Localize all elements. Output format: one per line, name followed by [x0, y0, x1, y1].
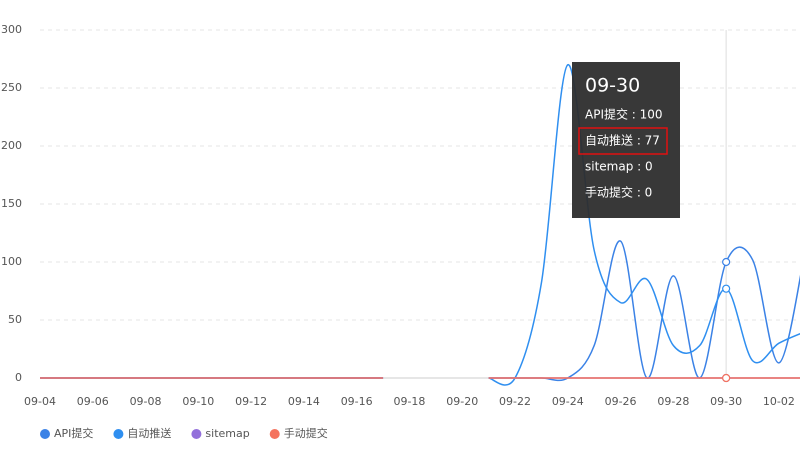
tooltip-title: 09-30: [585, 75, 640, 97]
x-tick-label: 10-02: [763, 395, 795, 408]
x-tick-label: 09-28: [657, 395, 689, 408]
x-tick-label: 09-10: [182, 395, 214, 408]
x-tick-label: 09-04: [24, 395, 56, 408]
tooltip: 09-30 API提交 : 100 自动推送 : 77 sitemap : 0 手动提交…: [572, 62, 680, 218]
tooltip-row: 手动提交 : 0: [585, 185, 652, 200]
legend-marker: [113, 429, 124, 439]
x-tick-label: 09-26: [605, 395, 637, 408]
x-tick-label: 09-18: [393, 395, 425, 408]
tooltip-box: [572, 62, 680, 218]
y-tick-label: 0: [15, 371, 22, 384]
y-tick-label: 50: [8, 313, 22, 326]
tooltip-row: sitemap : 0: [585, 160, 653, 174]
legend-label: 手动提交: [284, 426, 328, 440]
y-tick-label: 150: [1, 197, 22, 210]
legend-marker: [269, 429, 280, 439]
x-tick-label: 09-30: [710, 395, 742, 408]
tooltip-row: API提交 : 100: [585, 107, 663, 122]
legend-marker: [40, 429, 50, 439]
x-tick-label: 09-08: [130, 395, 162, 408]
tooltip-row: 自动推送 : 77: [585, 133, 660, 148]
hover-point: [722, 284, 731, 293]
x-tick-label: 09-24: [552, 395, 584, 408]
y-tick-label: 250: [1, 81, 22, 94]
legend-label: API提交: [54, 426, 93, 440]
x-tick-label: 09-20: [446, 395, 478, 408]
series-line: [488, 240, 800, 382]
tooltip-highlight: [578, 127, 668, 155]
hover-point: [722, 257, 731, 267]
legend-label: sitemap: [205, 427, 249, 440]
x-tick-label: 09-14: [288, 395, 320, 408]
legend-marker: [191, 429, 202, 439]
y-tick-label: 100: [1, 255, 22, 268]
x-tick-label: 09-22: [499, 395, 531, 408]
x-tick-label: 09-16: [341, 395, 373, 408]
y-tick-label: 300: [1, 23, 22, 36]
x-tick-label: 09-06: [77, 395, 109, 408]
y-tick-label: 200: [1, 139, 22, 152]
hover-point: [722, 373, 731, 383]
x-tick-label: 09-12: [235, 395, 267, 408]
series-line: [488, 64, 800, 386]
legend-label: 自动推送: [127, 426, 171, 440]
